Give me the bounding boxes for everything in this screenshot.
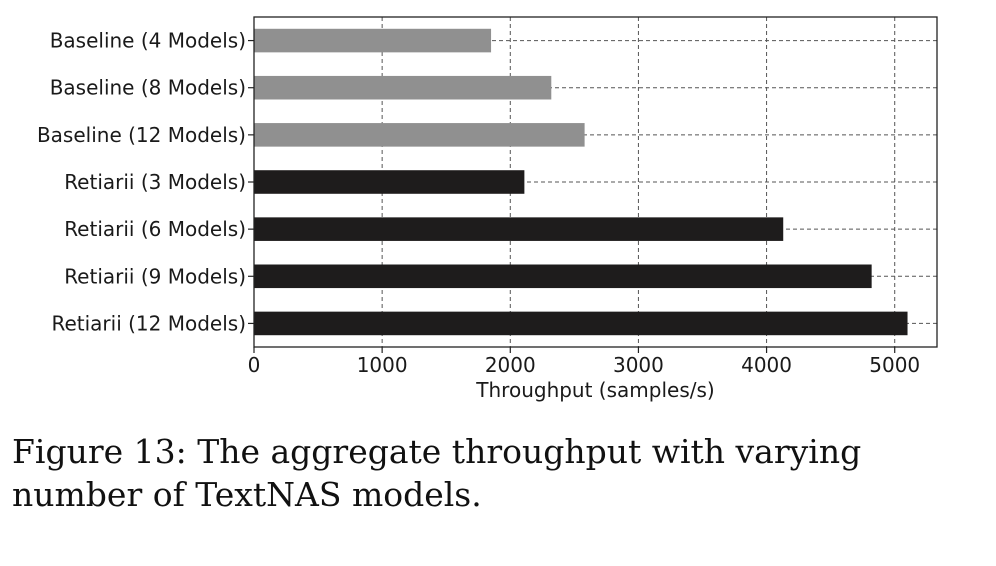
figure-caption: Figure 13: The aggregate throughput with… (12, 432, 862, 514)
bar (254, 311, 908, 336)
x-tick-label: 3000 (613, 353, 664, 377)
x-tick-label: 5000 (869, 353, 920, 377)
category-label: Retiarii (9 Models) (64, 264, 246, 288)
bar (254, 28, 492, 53)
y-axis-category-labels: Baseline (4 Models) Baseline (8 Models) Ba… (37, 29, 254, 335)
category-label: Retiarii (6 Models) (64, 217, 246, 241)
category-label: Baseline (4 Models) (50, 29, 246, 53)
x-tick-label: 0 (248, 353, 261, 377)
x-axis-label: Throughput (samples/s) (475, 378, 714, 402)
x-tick-label: 1000 (357, 353, 408, 377)
category-label: Baseline (12 Models) (37, 123, 246, 147)
bar (254, 123, 585, 147)
bar (254, 170, 525, 194)
x-tick-label: 2000 (485, 353, 536, 377)
bar-chart: 0 1000 2000 3000 4000 5000 Baseline (4 Models… (37, 16, 938, 402)
bars (254, 28, 908, 336)
bar (254, 75, 552, 100)
category-label: Retiarii (12 Models) (51, 311, 246, 335)
bar (254, 264, 872, 289)
x-tick-label: 4000 (741, 353, 792, 377)
x-axis-ticks: 0 1000 2000 3000 4000 5000 (248, 347, 920, 377)
bar (254, 217, 784, 241)
category-label: Baseline (8 Models) (50, 76, 246, 100)
category-label: Retiarii (3 Models) (64, 170, 246, 194)
